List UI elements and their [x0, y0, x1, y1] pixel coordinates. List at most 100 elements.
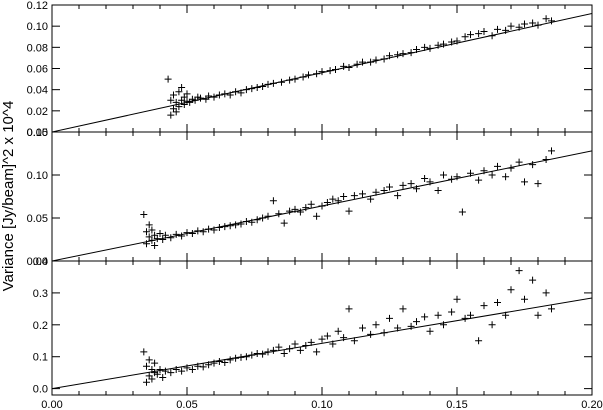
data-point	[151, 359, 159, 367]
data-point	[145, 221, 153, 229]
data-point	[286, 345, 294, 353]
data-point	[502, 26, 510, 34]
data-point	[205, 225, 213, 233]
data-point	[421, 174, 429, 182]
data-point	[467, 169, 474, 177]
data-point	[548, 147, 555, 155]
data-point	[253, 216, 261, 224]
data-point	[178, 84, 186, 92]
data-point	[232, 88, 240, 96]
data-point	[161, 231, 169, 239]
data-point	[475, 337, 483, 345]
data-point	[305, 71, 312, 79]
data-point	[313, 212, 321, 220]
data-point	[529, 276, 537, 284]
data-point	[461, 33, 469, 41]
data-point	[453, 37, 461, 45]
data-point	[386, 52, 393, 60]
data-point	[307, 338, 315, 346]
data-point	[210, 226, 218, 234]
x-tick-label: 0.10	[311, 399, 332, 410]
data-point	[542, 156, 550, 164]
data-point	[434, 311, 442, 319]
data-point	[399, 50, 407, 58]
data-point	[259, 214, 267, 222]
data-point	[172, 108, 180, 116]
data-point	[434, 41, 442, 49]
data-point	[345, 305, 353, 313]
data-point	[145, 356, 153, 364]
data-point	[372, 321, 380, 329]
data-point	[156, 365, 164, 373]
data-point	[172, 98, 180, 106]
data-point	[350, 337, 358, 345]
data-point	[264, 212, 272, 220]
data-point	[175, 103, 183, 111]
data-point	[286, 207, 294, 215]
data-point	[332, 66, 339, 74]
data-point	[172, 230, 180, 238]
data-point	[542, 15, 550, 23]
data-point	[372, 56, 380, 64]
data-point	[167, 369, 175, 377]
data-point	[488, 32, 496, 40]
data-point	[480, 167, 488, 175]
data-point	[318, 202, 326, 210]
data-point	[167, 96, 175, 104]
data-point	[232, 221, 240, 229]
data-point	[148, 226, 156, 234]
data-point	[386, 183, 393, 191]
data-point	[350, 192, 358, 200]
data-point	[353, 60, 361, 68]
data-point	[380, 329, 388, 337]
panel-bottom: 0.0 0.1 0.2 0.3 0.4 0.00 0.05 0.10 0.15 0.20	[33, 256, 603, 410]
panel-middle: 0.00 0.05 0.10 0.15	[27, 127, 593, 268]
data-point	[175, 88, 183, 96]
data-point	[515, 267, 523, 275]
data-point	[434, 186, 442, 194]
data-point	[440, 171, 447, 179]
data-point	[399, 305, 407, 313]
data-point	[269, 197, 277, 205]
data-point	[334, 327, 342, 335]
data-point	[280, 219, 288, 227]
data-point	[413, 318, 420, 326]
data-point	[248, 218, 256, 226]
data-point	[394, 51, 402, 59]
data-point	[458, 208, 466, 216]
data-point	[534, 21, 542, 29]
data-point	[286, 76, 294, 84]
data-point	[183, 90, 191, 98]
data-point	[232, 354, 240, 362]
data-point	[199, 228, 207, 236]
panel-top-marks: 0.00 0.02 0.04 0.06 0.08 0.10 0.12	[27, 0, 593, 139]
data-point	[205, 361, 213, 369]
data-point	[521, 295, 528, 303]
panel-top-ytick-label: 0.06	[27, 64, 48, 76]
data-point	[448, 175, 456, 183]
data-point	[507, 164, 515, 172]
y-axis-label: Variance [Jy/beam]^2 x 10^4	[0, 101, 17, 292]
data-point	[269, 79, 277, 87]
data-point	[248, 351, 256, 359]
data-point	[226, 356, 234, 364]
data-point	[426, 327, 434, 335]
data-point	[453, 173, 461, 181]
data-point	[413, 45, 420, 53]
data-point	[291, 205, 299, 213]
data-point	[534, 311, 542, 319]
data-point	[275, 210, 283, 218]
data-point	[275, 343, 283, 351]
panel-middle-frame	[51, 131, 593, 262]
data-point	[296, 346, 304, 354]
data-point	[167, 234, 175, 242]
panel-bottom-ytick-label: 0.3	[33, 288, 48, 300]
data-point	[329, 340, 337, 348]
data-point	[221, 358, 229, 366]
data-point	[340, 334, 348, 342]
data-point	[367, 330, 375, 338]
panel-middle-ytick-label: 0.05	[27, 213, 48, 225]
panel-top-ytick-label: 0.12	[27, 0, 48, 12]
panel-bottom-ytick-label: 0.1	[33, 352, 48, 364]
